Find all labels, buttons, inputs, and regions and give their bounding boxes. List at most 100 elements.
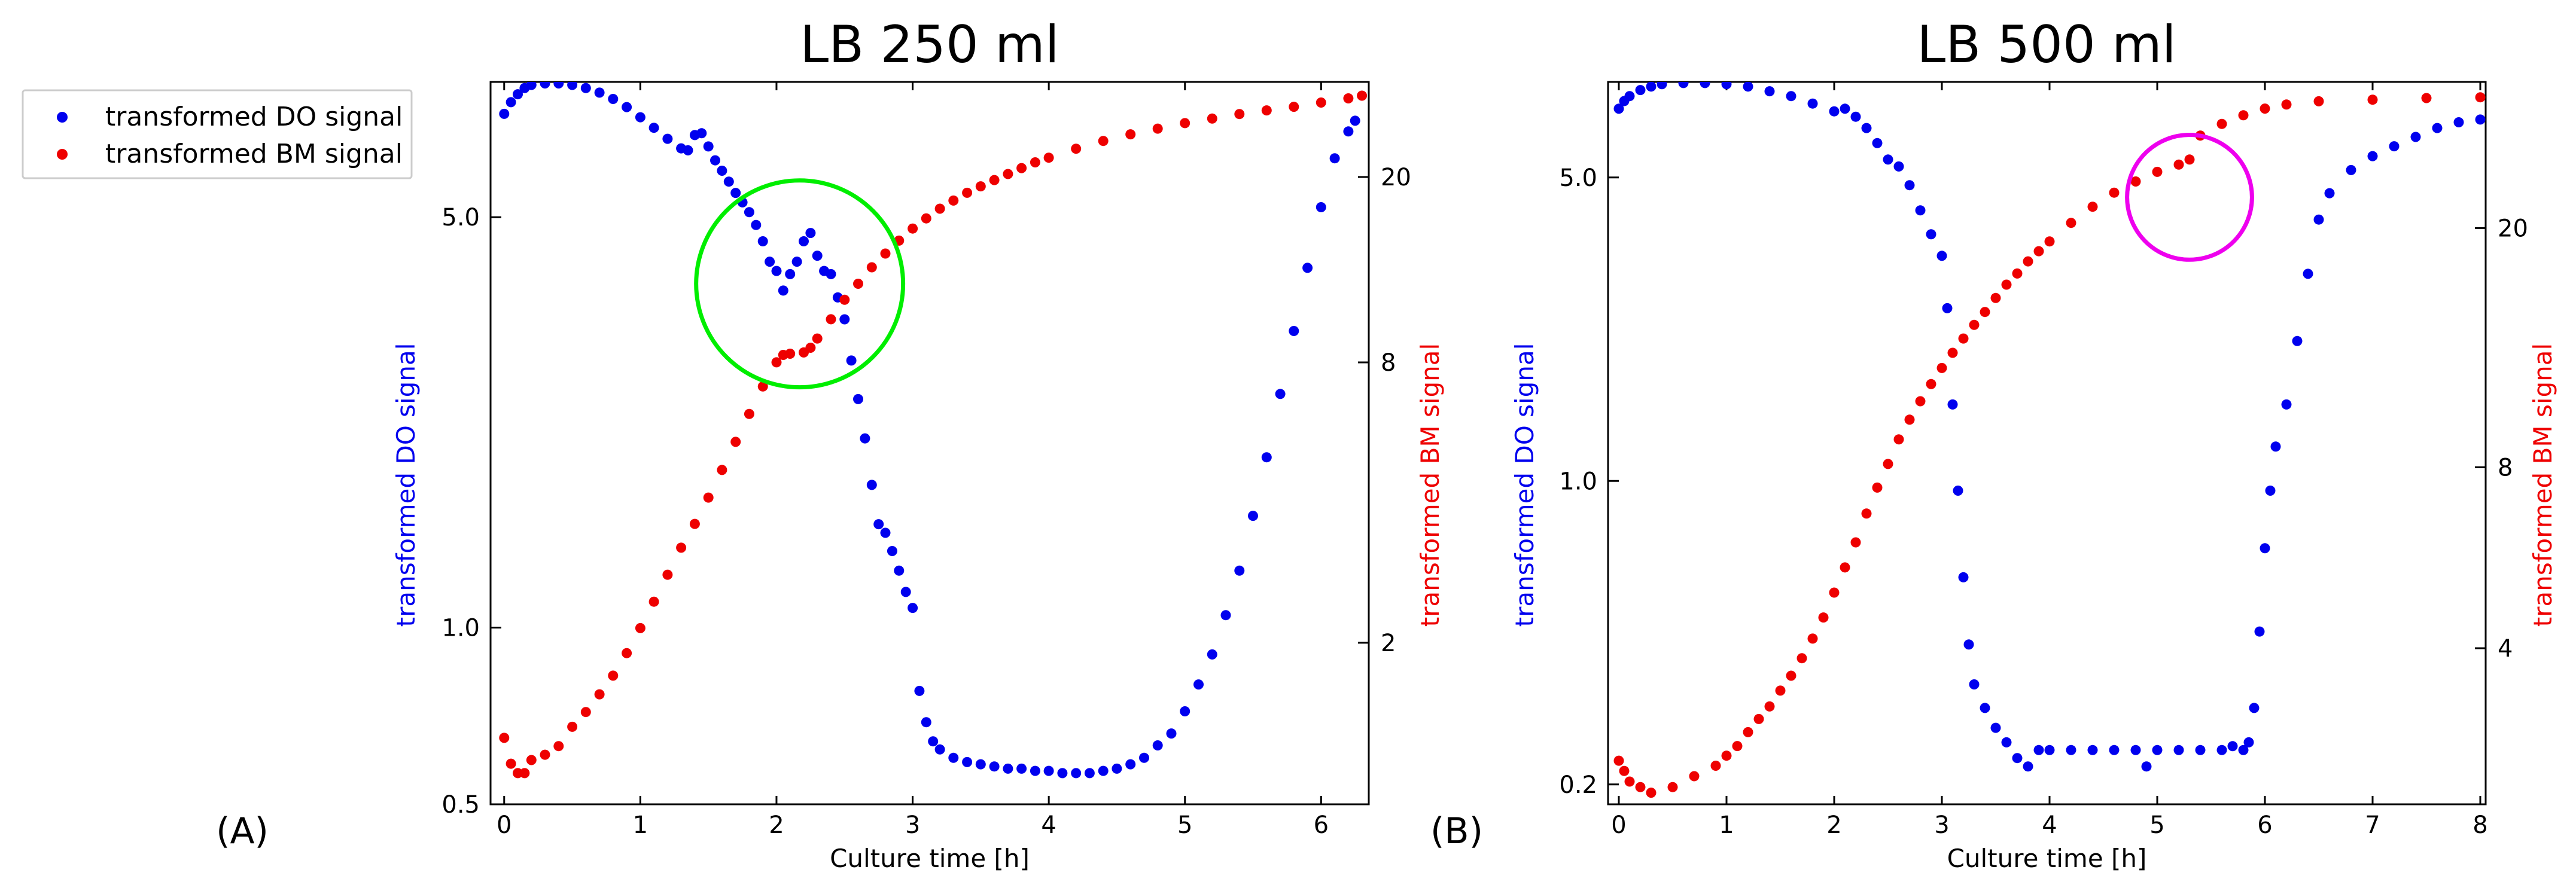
bm-point — [1969, 319, 1980, 330]
bm-point — [662, 569, 673, 580]
do-point — [785, 268, 796, 279]
bm-point — [2087, 202, 2098, 212]
bm-point — [1613, 755, 1624, 766]
bm-point — [594, 689, 605, 700]
do-point — [2044, 744, 2055, 755]
bm-point — [866, 262, 877, 273]
do-point — [765, 257, 775, 267]
do-point — [1963, 639, 1974, 650]
do-point — [526, 82, 537, 90]
do-point — [928, 736, 939, 747]
x-tick-label: 5 — [2149, 811, 2164, 839]
do-point — [1152, 740, 1163, 750]
do-point — [751, 219, 762, 230]
do-point — [989, 761, 1000, 772]
bm-point — [1667, 782, 1678, 792]
do-point — [683, 145, 693, 155]
do-point — [1947, 399, 1958, 410]
do-point — [635, 112, 645, 123]
do-point — [2410, 132, 2421, 142]
highlight-circle — [2125, 133, 2254, 262]
bm-point — [2012, 268, 2023, 279]
do-point — [2281, 399, 2292, 410]
do-point — [2292, 335, 2303, 346]
do-point — [1166, 728, 1177, 739]
legend-marker-do — [57, 112, 68, 123]
x-tick-label: 4 — [2042, 811, 2057, 839]
bm-point — [785, 349, 796, 359]
do-point — [696, 128, 707, 139]
bm-point — [1743, 727, 1753, 737]
do-point — [853, 393, 863, 404]
do-point — [2109, 744, 2120, 755]
do-point — [2216, 744, 2227, 755]
bm-point — [2216, 118, 2227, 129]
do-point — [2130, 744, 2141, 755]
do-point — [1721, 82, 1732, 90]
bm-point — [1904, 414, 1915, 425]
y-left-tick-label: 5.0 — [441, 204, 480, 231]
y-left-axis-label: transformed DO signal — [1510, 343, 1539, 627]
bm-point — [526, 755, 537, 765]
do-point — [2432, 123, 2443, 133]
y-left-tick-label: 1.0 — [1559, 468, 1597, 495]
do-point — [594, 87, 605, 98]
do-point — [900, 587, 911, 597]
bm-point — [1071, 144, 1082, 154]
do-point — [2346, 164, 2356, 175]
bm-point — [1840, 562, 1850, 573]
bm-point — [1990, 292, 2001, 303]
do-point — [1980, 703, 1990, 713]
do-point — [921, 717, 931, 728]
bm-point — [703, 492, 714, 503]
do-point — [771, 266, 782, 276]
bm-point — [1807, 633, 1818, 644]
x-tick-label: 4 — [1041, 811, 1056, 839]
do-point — [567, 82, 578, 90]
bm-point — [1234, 109, 1245, 120]
do-point — [791, 257, 802, 267]
bm-point — [948, 195, 959, 206]
bm-point — [1829, 587, 1840, 598]
do-point — [1990, 722, 2001, 733]
do-point — [805, 228, 816, 239]
do-point — [812, 251, 823, 261]
do-point — [622, 102, 632, 112]
do-point — [2313, 214, 2324, 225]
do-point — [873, 519, 884, 530]
bm-point — [2238, 110, 2249, 121]
do-point — [1635, 85, 1646, 96]
do-point — [1861, 123, 1872, 133]
do-point — [648, 123, 659, 133]
bm-point — [553, 741, 564, 752]
do-point — [826, 268, 836, 279]
bm-point — [2184, 154, 2195, 165]
bm-point — [2367, 94, 2378, 105]
do-point — [1743, 82, 1753, 92]
panel-label: (B) — [1430, 810, 1483, 852]
do-point — [2260, 543, 2270, 554]
do-point — [1883, 154, 1893, 165]
do-point — [880, 527, 891, 538]
bm-point — [506, 758, 516, 769]
bm-point — [1721, 750, 1732, 761]
bm-point — [1619, 765, 1630, 776]
do-point — [744, 207, 754, 218]
bm-point — [540, 749, 550, 760]
do-point — [1139, 752, 1149, 763]
do-point — [717, 166, 727, 176]
y-right-axis-label: transformed BM signal — [2528, 343, 2557, 627]
bm-point — [1316, 97, 1326, 108]
do-point — [934, 744, 945, 755]
bm-point — [2033, 246, 2044, 257]
do-point — [1180, 706, 1190, 716]
bm-point — [1689, 771, 1700, 782]
x-tick-label: 3 — [1934, 811, 1949, 839]
bm-point — [2260, 103, 2270, 114]
bm-point — [880, 248, 891, 259]
do-point — [1872, 138, 1883, 148]
bm-point — [1732, 741, 1743, 752]
bm-point — [567, 721, 578, 732]
bm-point — [853, 279, 863, 289]
plot-frame — [1607, 81, 2487, 805]
